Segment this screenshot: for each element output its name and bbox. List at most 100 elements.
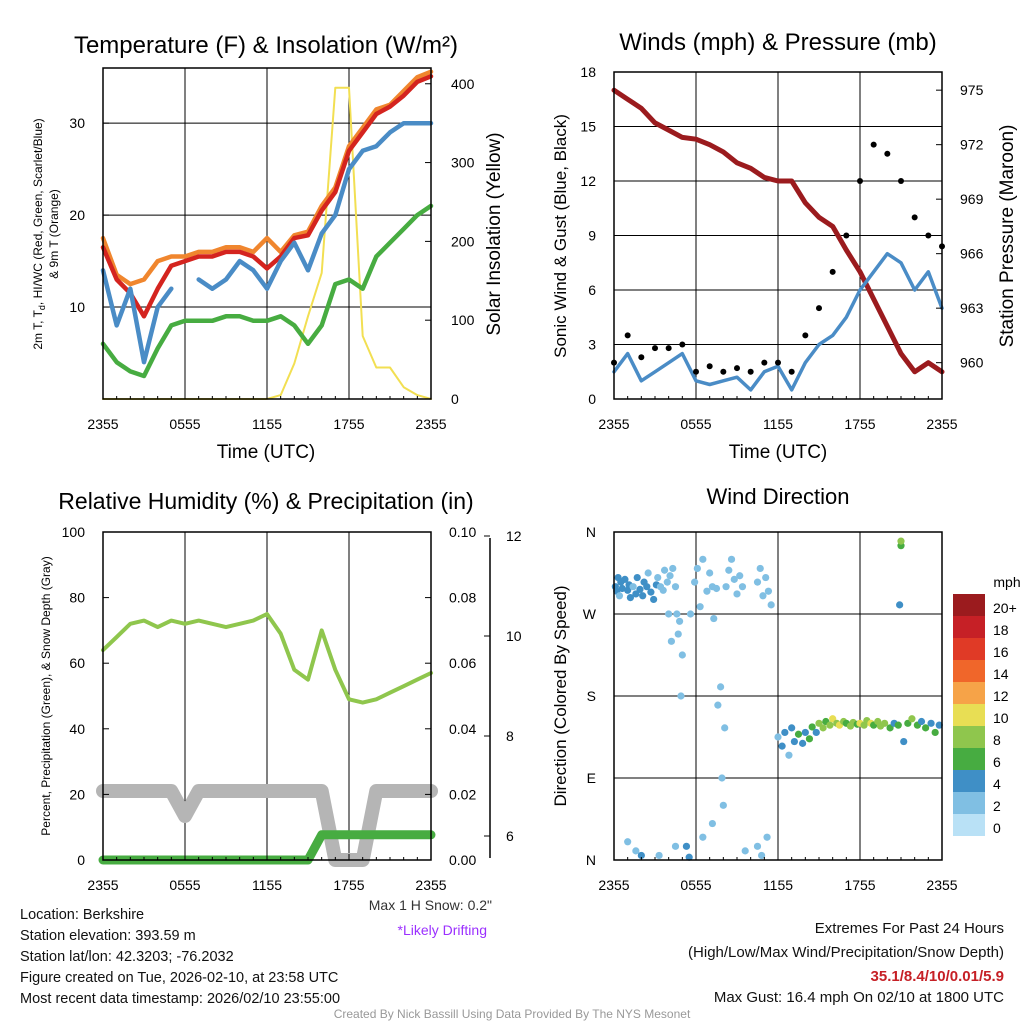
winds-title: Winds (mph) & Pressure (mb)	[619, 29, 936, 56]
direction-point	[674, 630, 682, 638]
colorbar-title: mph	[993, 574, 1020, 590]
y2-tick-label: 0.08	[449, 590, 476, 606]
direction-point	[671, 583, 680, 591]
winds-xlabel: Time (UTC)	[729, 442, 828, 463]
insolation-ylabel: Solar Insolation (Yellow)	[484, 132, 505, 335]
colorbar-label: 8	[993, 732, 1001, 748]
most-recent-timestamp: Most recent data timestamp: 2026/02/10 2…	[20, 991, 341, 1007]
direction-point	[778, 742, 786, 750]
series-hi-wc	[100, 268, 174, 365]
x-tick-label: 1155	[252, 877, 282, 893]
y2-tick-label: 200	[451, 233, 475, 249]
direction-point	[618, 584, 626, 593]
y-tick-label: 20	[69, 207, 85, 223]
gust-point	[870, 141, 877, 148]
x-tick-label: 2355	[598, 416, 629, 432]
max-snow-label: Max 1 H Snow: 0.2"	[369, 897, 492, 913]
direction-point	[826, 721, 834, 729]
direction-point	[706, 569, 714, 577]
direction-point	[677, 692, 685, 700]
y-tick-label: 9	[588, 228, 596, 244]
x-tick-label: 2355	[87, 416, 118, 432]
direction-point	[756, 564, 764, 573]
colorbar-swatch	[953, 638, 985, 660]
direction-point	[666, 572, 674, 580]
speed-colorbar: 20+ 18 16 14 12 10 8 6 4 2 0	[953, 594, 1017, 836]
direction-point	[897, 537, 905, 545]
y-tick-label: 10	[69, 299, 85, 315]
temperature-ylabel-line1: 2m T, Td, HI/WC (Red, Green, Scarlet/Blu…	[31, 118, 47, 349]
colorbar-swatch	[953, 616, 985, 638]
direction-point	[643, 583, 651, 591]
pressure-ylabel: Station Pressure (Maroon)	[997, 125, 1018, 348]
direction-point	[669, 564, 677, 573]
direction-point	[686, 610, 695, 618]
winds-axes: 2355 0555 1155 1755 235503691215189609639669…	[580, 64, 983, 432]
direction-point	[721, 724, 729, 732]
direction-point	[805, 735, 814, 743]
direction-point	[629, 583, 637, 591]
colorbar-label: 16	[993, 644, 1009, 660]
direction-point	[685, 853, 693, 861]
y3-tick-label: 10	[506, 628, 522, 644]
direction-point	[714, 701, 722, 709]
extremes-title: Extremes For Past 24 Hours	[814, 920, 1004, 937]
y2-tick-label: 969	[960, 191, 984, 207]
direction-point	[799, 739, 807, 747]
x-tick-label: 1155	[763, 877, 793, 893]
direction-point	[790, 737, 799, 746]
direction-point	[660, 566, 669, 574]
y2-tick-label: 960	[960, 355, 984, 371]
colorbar-label: 18	[993, 622, 1009, 638]
y2-tick-label: 975	[960, 82, 984, 98]
direction-point	[691, 578, 699, 586]
extremes-legend: (High/Low/Max Wind/Precipitation/Snow De…	[688, 944, 1004, 961]
direction-point	[650, 595, 658, 604]
direction-point	[881, 719, 889, 727]
x-tick-label: 1755	[333, 416, 364, 432]
gust-point	[911, 214, 918, 221]
humidity-axes: 2355 0555 1155 1755 23550204060801000.000.02…	[62, 524, 522, 893]
direction-point	[788, 724, 796, 732]
x-tick-label: 2355	[926, 416, 957, 432]
series-hi-wc	[196, 120, 434, 291]
y2-tick-label: 400	[451, 76, 475, 92]
y-tick-label: 6	[588, 282, 596, 298]
y-tick-label: 0	[77, 852, 85, 868]
station-info: Location: Berkshire Station elevation: 3…	[20, 905, 340, 1010]
gust-point	[775, 359, 781, 366]
colorbar-swatch	[953, 792, 985, 814]
direction-point	[655, 851, 663, 860]
direction-point	[676, 617, 684, 625]
gust-point	[925, 232, 932, 239]
y-tick-label: 12	[580, 173, 596, 189]
winds-ylabel: Sonic Wind & Gust (Blue, Black)	[551, 114, 570, 358]
drifting-label: *Likely Drifting	[398, 922, 487, 938]
y2-tick-label: 972	[960, 137, 984, 153]
direction-point	[624, 586, 632, 594]
direction-point	[908, 715, 916, 723]
winds-series	[611, 87, 945, 392]
gust-point	[665, 345, 672, 352]
gust-point	[898, 178, 904, 184]
y2-tick-label: 0	[451, 391, 459, 407]
y2-tick-label: 966	[960, 246, 984, 262]
direction-point	[741, 847, 749, 855]
direction-point	[738, 583, 747, 591]
series-relative-humidity	[101, 612, 433, 705]
direction-point	[774, 733, 782, 741]
direction-point	[644, 569, 652, 577]
direction-point	[725, 566, 733, 574]
direction-point	[927, 719, 935, 727]
extremes-box: Extremes For Past 24 Hours (High/Low/Max…	[688, 917, 1004, 1010]
series-sonic-wind	[612, 251, 944, 392]
x-tick-label: 0555	[680, 416, 711, 432]
direction-point	[637, 851, 645, 860]
y2-tick-label: 300	[451, 155, 475, 171]
y2-tick-label: 0.06	[449, 655, 476, 671]
direction-point	[722, 583, 730, 591]
direction-point	[663, 578, 671, 586]
y-tick-label: S	[587, 688, 596, 704]
gust-point	[829, 268, 836, 275]
